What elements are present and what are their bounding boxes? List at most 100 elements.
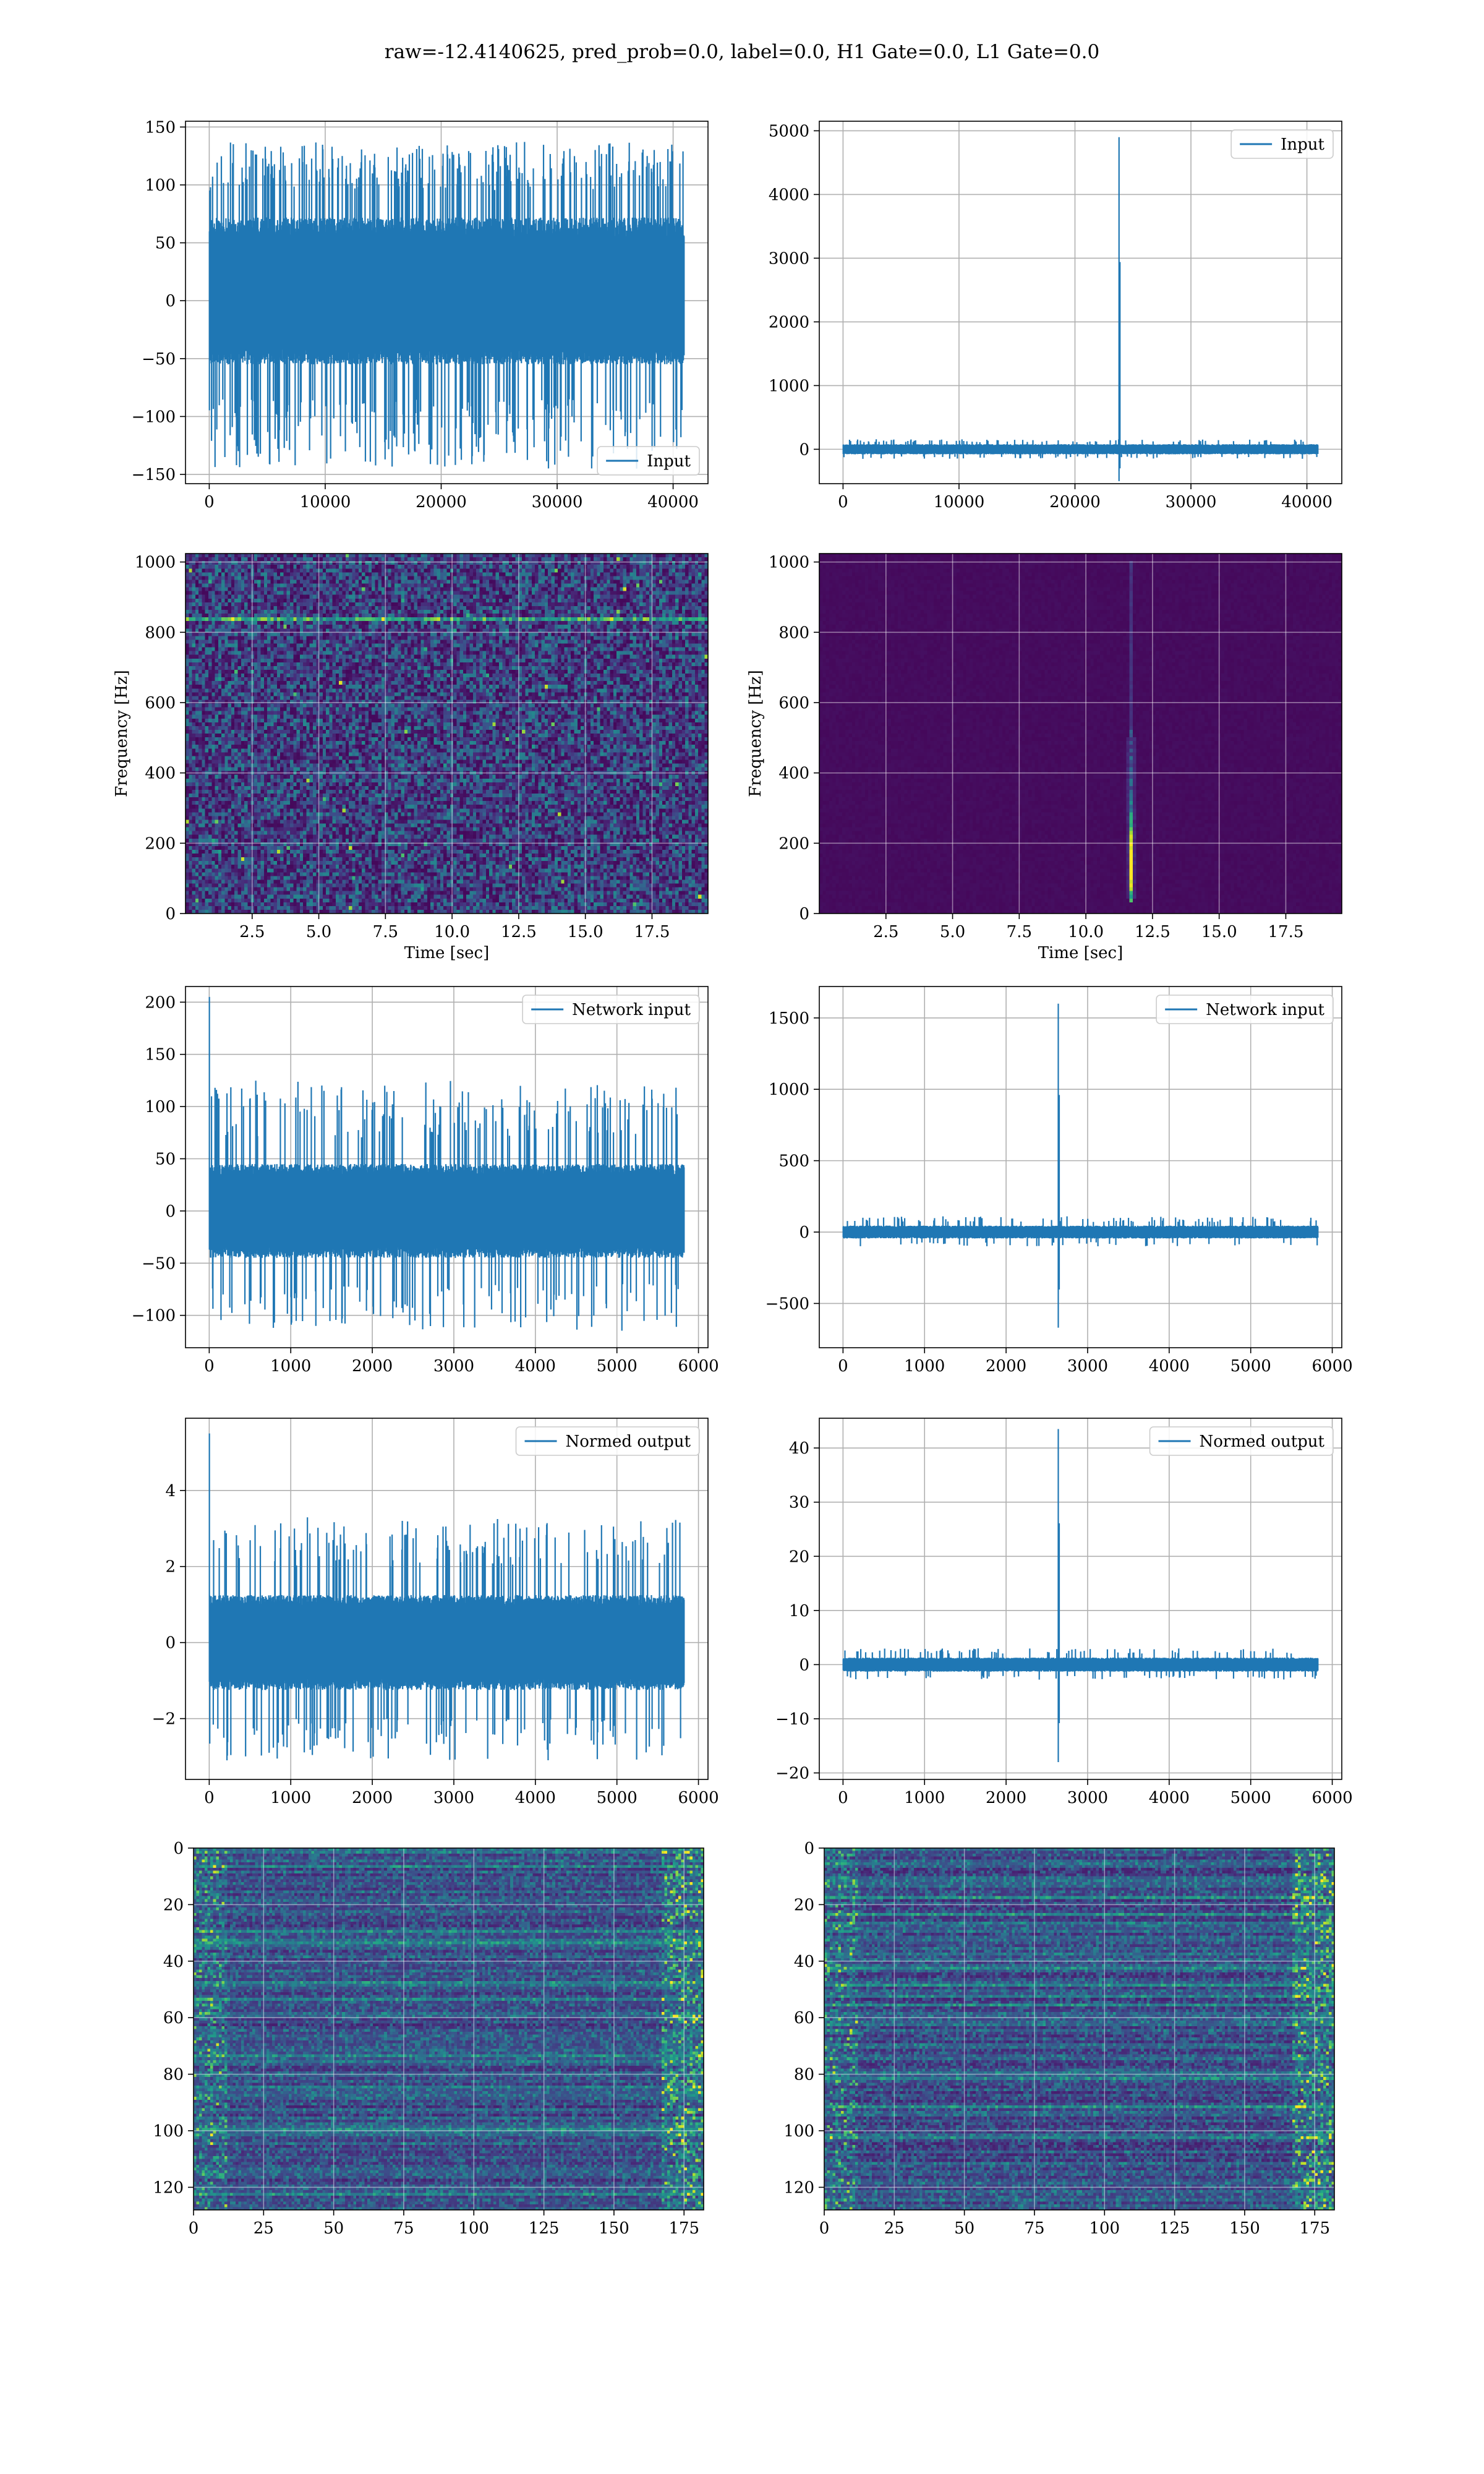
y-tick-label: −10 — [775, 1710, 809, 1729]
x-tick-label: 7.5 — [1007, 923, 1032, 941]
heatmap-image — [824, 1848, 1334, 2210]
x-tick-label: 1000 — [270, 1789, 311, 1807]
heatmap-image — [186, 554, 708, 914]
x-tick-label: 3000 — [1067, 1789, 1108, 1807]
series-line-p6 — [842, 1003, 1319, 1328]
axes-frame — [185, 553, 709, 914]
x-tick-label: 2.5 — [239, 923, 265, 941]
y-tick-label: 30 — [789, 1494, 809, 1512]
x-tick-label: 6000 — [1311, 1789, 1352, 1807]
y-tick-label: 4 — [165, 1482, 176, 1500]
y-tick-label: 600 — [145, 694, 176, 713]
series-line-p2 — [842, 137, 1319, 481]
x-tick-label: 10.0 — [1068, 923, 1104, 941]
legend-label: Input — [1281, 135, 1324, 154]
x-tick-label: 50 — [323, 2219, 344, 2238]
y-tick-label: 20 — [163, 1896, 184, 1914]
x-tick-label: 25 — [254, 2219, 274, 2238]
legend-label: Input — [647, 452, 691, 471]
x-tick-label: 0 — [838, 493, 848, 511]
x-tick-label: 10000 — [934, 493, 985, 511]
y-tick-label: 0 — [165, 1634, 176, 1653]
axes-frame — [819, 553, 1342, 914]
x-tick-label: 0 — [838, 1357, 848, 1376]
x-tick-label: 1000 — [270, 1357, 311, 1376]
x-tick-label: 2000 — [986, 1357, 1026, 1376]
x-tick-label: 3000 — [433, 1357, 474, 1376]
y-tick-label: 120 — [153, 2178, 184, 2197]
x-tick-label: 0 — [204, 1789, 215, 1807]
y-tick-label: 5000 — [769, 122, 809, 140]
y-tick-label: 800 — [778, 623, 809, 642]
x-tick-label: 2.5 — [873, 923, 898, 941]
y-tick-label: 1000 — [769, 377, 809, 395]
axes-frame — [819, 986, 1342, 1348]
y-tick-label: 40 — [789, 1439, 809, 1458]
x-tick-label: 40000 — [1281, 493, 1333, 511]
x-tick-label: 75 — [393, 2219, 414, 2238]
legend: Normed output — [1149, 1426, 1334, 1456]
x-tick-label: 175 — [1299, 2219, 1330, 2238]
x-tick-label: 15.0 — [568, 923, 603, 941]
x-axis-label: Time [sec] — [404, 944, 490, 962]
y-tick-label: 10 — [789, 1602, 809, 1620]
x-tick-label: 17.5 — [1268, 923, 1304, 941]
legend: Input — [1230, 129, 1334, 159]
y-tick-label: 800 — [145, 623, 176, 642]
x-tick-label: 5.0 — [306, 923, 331, 941]
axes-frame — [824, 1847, 1335, 2211]
x-tick-label: 175 — [668, 2219, 699, 2238]
x-tick-label: 1000 — [904, 1357, 945, 1376]
y-tick-label: 0 — [165, 292, 176, 310]
y-tick-label: 100 — [783, 2122, 814, 2141]
y-tick-label: 200 — [145, 834, 176, 853]
x-tick-label: 30000 — [1166, 493, 1217, 511]
y-tick-label: 1000 — [769, 1081, 809, 1099]
y-tick-label: 150 — [145, 118, 176, 137]
axes-frame — [185, 1418, 709, 1780]
series-line-p8 — [842, 1429, 1319, 1762]
y-tick-label: 20 — [794, 1896, 814, 1914]
x-tick-label: 4000 — [515, 1789, 556, 1807]
y-tick-label: −2 — [152, 1710, 176, 1729]
x-tick-label: 10.0 — [434, 923, 470, 941]
legend-label: Normed output — [1200, 1432, 1325, 1451]
legend-label: Network input — [1206, 1001, 1324, 1019]
x-tick-label: 100 — [1089, 2219, 1120, 2238]
x-tick-label: 5.0 — [940, 923, 965, 941]
x-tick-label: 5000 — [597, 1357, 638, 1376]
y-tick-label: 4000 — [769, 186, 809, 204]
x-tick-label: 0 — [204, 1357, 215, 1376]
y-tick-label: 500 — [778, 1152, 809, 1171]
x-tick-label: 150 — [1229, 2219, 1260, 2238]
y-tick-label: 50 — [155, 1150, 176, 1168]
x-tick-label: 6000 — [1311, 1357, 1352, 1376]
x-tick-label: 17.5 — [634, 923, 670, 941]
y-tick-label: 40 — [163, 1953, 184, 1971]
y-tick-label: 400 — [145, 764, 176, 783]
y-tick-label: 0 — [799, 1223, 809, 1242]
axes-frame — [185, 986, 709, 1348]
y-tick-label: 3000 — [769, 249, 809, 268]
x-tick-label: 3000 — [433, 1789, 474, 1807]
x-tick-label: 7.5 — [373, 923, 398, 941]
legend-label: Normed output — [566, 1432, 691, 1451]
x-tick-label: 1000 — [904, 1789, 945, 1807]
y-tick-label: −150 — [132, 466, 176, 484]
axes-frame — [819, 121, 1342, 484]
x-tick-label: 12.5 — [1135, 923, 1171, 941]
y-tick-label: 0 — [165, 1202, 176, 1221]
x-tick-label: 25 — [884, 2219, 905, 2238]
x-tick-label: 4000 — [1149, 1357, 1190, 1376]
y-tick-label: 200 — [778, 834, 809, 853]
x-tick-label: 12.5 — [501, 923, 537, 941]
x-tick-label: 5000 — [1230, 1789, 1271, 1807]
y-tick-label: 40 — [794, 1953, 814, 1971]
